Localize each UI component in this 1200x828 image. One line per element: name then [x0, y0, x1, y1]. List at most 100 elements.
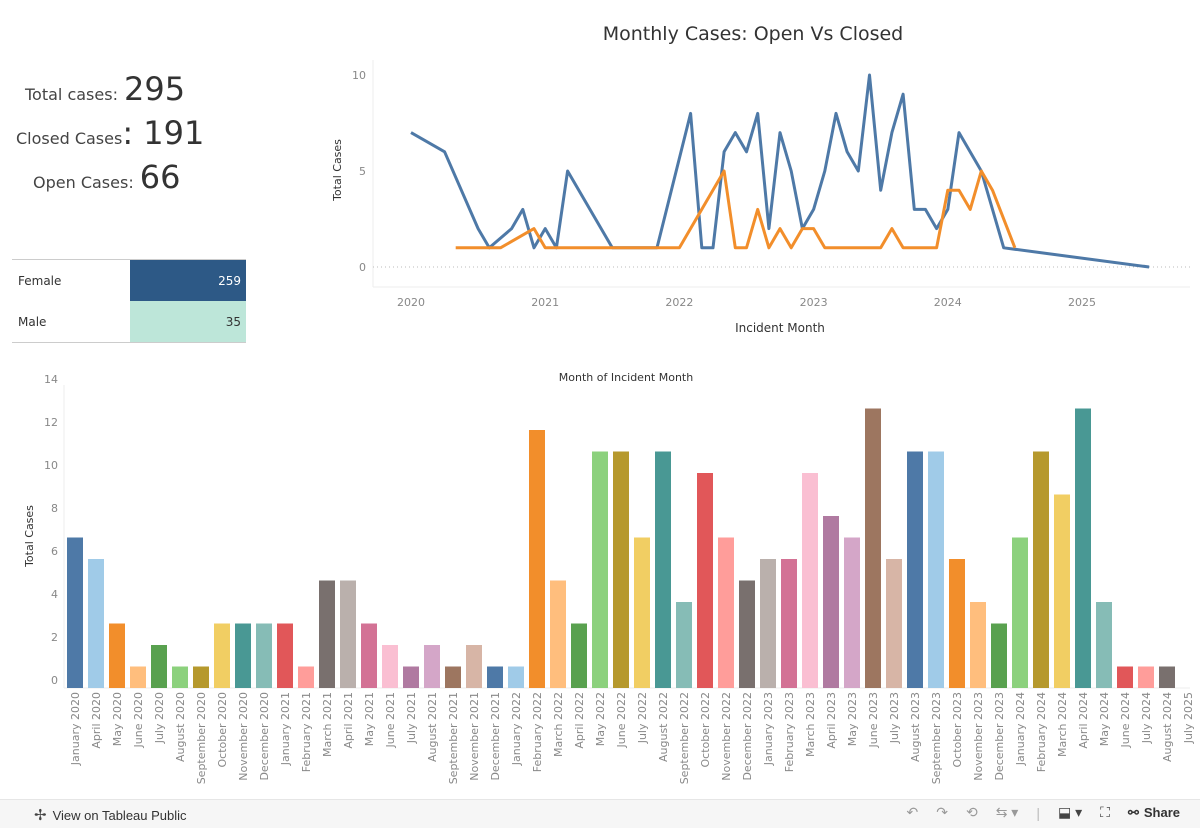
- undo-icon[interactable]: ↶: [906, 804, 919, 820]
- series-line-open[interactable]: [455, 169, 1017, 250]
- fullscreen-icon[interactable]: ⛶: [1100, 804, 1110, 820]
- y-tick-label: 4: [51, 588, 58, 601]
- bar[interactable]: [277, 623, 293, 689]
- line-chart-title: Monthly Cases: Open Vs Closed: [603, 23, 904, 45]
- x-tick-label: August 2024: [1161, 692, 1174, 762]
- x-tick-label: February 2022: [531, 692, 544, 772]
- x-tick-label: July 2022: [636, 692, 649, 744]
- x-tick-label: July 2023: [888, 692, 901, 744]
- bar[interactable]: [256, 623, 272, 689]
- redo-icon[interactable]: ↷: [936, 804, 948, 820]
- x-tick-label: April 2022: [573, 692, 586, 749]
- bar[interactable]: [340, 580, 356, 689]
- x-tick-label: April 2021: [342, 692, 355, 749]
- bar[interactable]: [718, 537, 734, 689]
- bar[interactable]: [697, 473, 713, 688]
- bar[interactable]: [235, 623, 251, 689]
- bar[interactable]: [571, 623, 587, 689]
- bar[interactable]: [130, 666, 146, 689]
- bar[interactable]: [592, 451, 608, 689]
- bar[interactable]: [1012, 537, 1028, 689]
- x-tick-label: April 2024: [1077, 692, 1090, 749]
- bar[interactable]: [382, 645, 398, 688]
- bar[interactable]: [298, 666, 314, 689]
- x-tick-label: December 2021: [489, 692, 502, 781]
- bar[interactable]: [319, 580, 335, 689]
- bar[interactable]: [802, 473, 818, 688]
- bar[interactable]: [634, 537, 650, 689]
- x-tick-label: May 2020: [111, 692, 124, 746]
- view-on-tableau-label: View on Tableau Public: [52, 807, 187, 823]
- bar[interactable]: [613, 451, 629, 689]
- y-tick-label: 6: [51, 545, 58, 558]
- bar[interactable]: [907, 451, 923, 689]
- bar[interactable]: [1096, 602, 1112, 688]
- gender-row-female[interactable]: Female 259: [12, 260, 246, 301]
- y-tick-label: 8: [51, 502, 58, 515]
- view-on-tableau-link[interactable]: ✢ View on Tableau Public: [34, 806, 187, 824]
- bar[interactable]: [949, 559, 965, 688]
- bar[interactable]: [172, 666, 188, 689]
- bar[interactable]: [403, 666, 419, 689]
- bar[interactable]: [928, 451, 944, 689]
- bar[interactable]: [1159, 666, 1175, 689]
- bar[interactable]: [151, 645, 167, 688]
- bar[interactable]: [865, 408, 881, 689]
- bar[interactable]: [424, 645, 440, 688]
- bar[interactable]: [1075, 408, 1091, 689]
- x-tick-label: February 2023: [783, 692, 796, 772]
- bar-chart-title: Month of Incident Month: [559, 371, 693, 384]
- x-tick-label: July 2025: [1182, 692, 1195, 744]
- line-chart-xlabel: Incident Month: [735, 321, 825, 335]
- x-tick-label: 2023: [800, 296, 828, 309]
- bar[interactable]: [214, 623, 230, 689]
- refresh-icon[interactable]: ⇆ ▾: [995, 804, 1019, 820]
- bar[interactable]: [781, 559, 797, 688]
- x-tick-label: 2024: [934, 296, 962, 309]
- bar[interactable]: [991, 623, 1007, 689]
- download-icon[interactable]: ⬓ ▾: [1057, 804, 1083, 820]
- bar-chart[interactable]: Month of Incident Month Total Cases 0 2 4 6…: [0, 360, 1200, 800]
- bar[interactable]: [655, 451, 671, 689]
- bar[interactable]: [445, 666, 461, 689]
- bar[interactable]: [1138, 666, 1154, 689]
- bar[interactable]: [508, 666, 524, 689]
- series-line-closed[interactable]: [410, 73, 1150, 269]
- bar[interactable]: [67, 537, 83, 689]
- bar[interactable]: [529, 430, 545, 688]
- revert-icon[interactable]: ⟲: [965, 804, 978, 820]
- gender-value-cell[interactable]: 259: [130, 260, 246, 301]
- bar[interactable]: [193, 666, 209, 689]
- x-tick-label: 2020: [397, 296, 425, 309]
- x-tick-label: March 2023: [804, 692, 817, 757]
- x-tick-label: November 2021: [468, 692, 481, 781]
- bar[interactable]: [970, 602, 986, 688]
- bar[interactable]: [1117, 666, 1133, 689]
- bar[interactable]: [844, 537, 860, 689]
- share-button[interactable]: ⚯ Share: [1128, 805, 1180, 821]
- line-chart[interactable]: Monthly Cases: Open Vs Closed Total Case…: [0, 0, 1200, 345]
- x-tick-label: November 2023: [972, 692, 985, 781]
- bar[interactable]: [487, 666, 503, 689]
- x-tick-label: November 2022: [720, 692, 733, 781]
- kpi-total-cases: Total cases: 295: [25, 70, 185, 108]
- bar[interactable]: [823, 516, 839, 688]
- bar[interactable]: [1033, 451, 1049, 689]
- bar[interactable]: [886, 559, 902, 688]
- gender-row-male[interactable]: Male 35: [12, 301, 246, 342]
- bar[interactable]: [361, 623, 377, 689]
- bar-chart-ylabel: Total Cases: [23, 505, 36, 568]
- bar[interactable]: [88, 559, 104, 688]
- x-tick-label: August 2022: [657, 692, 670, 762]
- gender-value-cell[interactable]: 35: [130, 301, 246, 342]
- bar[interactable]: [1054, 494, 1070, 689]
- bar[interactable]: [109, 623, 125, 689]
- bar[interactable]: [739, 580, 755, 689]
- tableau-toolbar: ✢ View on Tableau Public ↶ ↷ ⟲ ⇆ ▾ | ⬓ ▾…: [0, 799, 1200, 828]
- x-tick-label: September 2021: [447, 692, 460, 784]
- bar[interactable]: [550, 580, 566, 689]
- bar[interactable]: [676, 602, 692, 688]
- bar[interactable]: [466, 645, 482, 688]
- x-tick-label: August 2023: [909, 692, 922, 762]
- bar[interactable]: [760, 559, 776, 688]
